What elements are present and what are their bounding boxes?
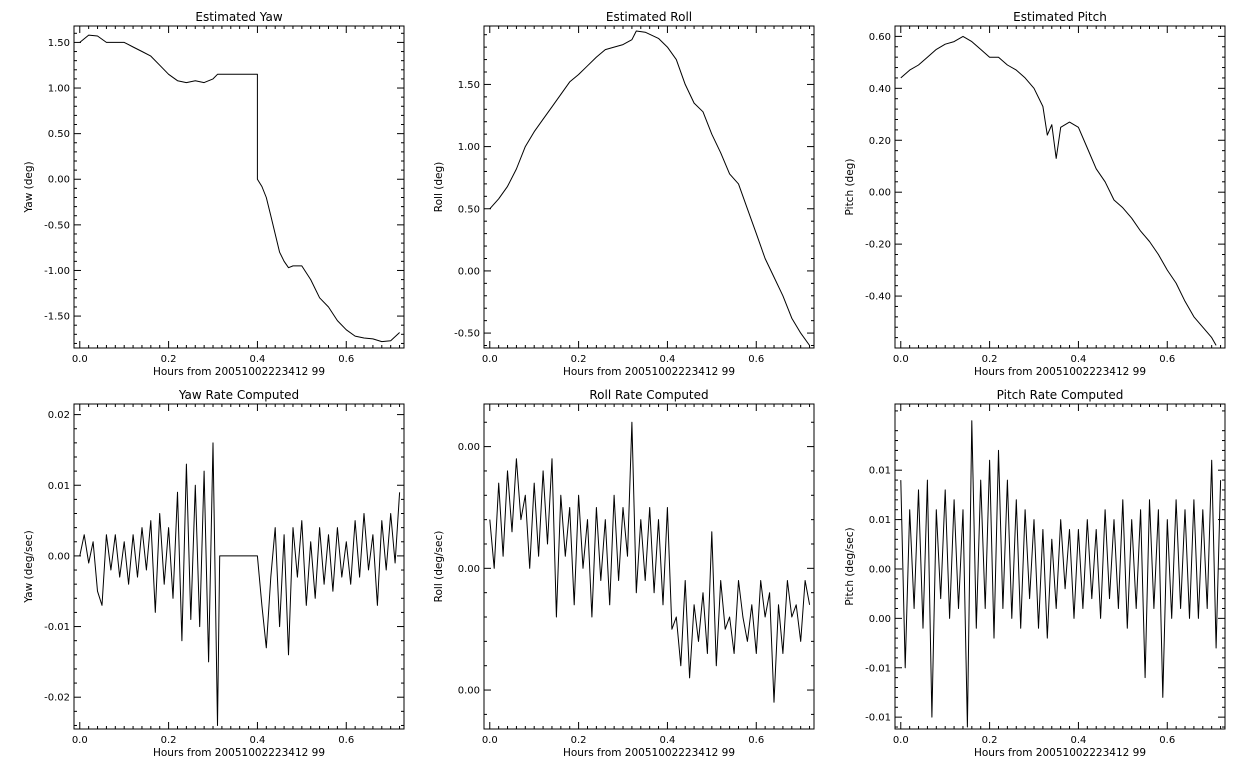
x-tick-label-pitch-rate: 0.0 — [893, 735, 909, 746]
y-axis-label-yaw: Yaw (deg) — [23, 161, 35, 213]
series-line-pitch — [900, 35, 1217, 346]
x-tick-label-yaw-rate: 0.0 — [72, 735, 88, 746]
y-tick-label-roll: 0.50 — [458, 204, 480, 215]
x-tick-label-pitch-rate: 0.4 — [1070, 735, 1086, 746]
y-tick-label-pitch: 0.00 — [869, 188, 891, 199]
chart-title-pitch-rate: Pitch Rate Computed — [997, 388, 1124, 402]
y-tick-label-yaw: -0.50 — [44, 220, 70, 231]
series-line-yaw — [79, 34, 400, 343]
panel-pitch: Estimated Pitch Hours from 20051002223412… — [844, 10, 1226, 378]
y-tick-label-roll: 1.00 — [458, 142, 480, 153]
x-tick-label-pitch: 0.0 — [893, 354, 909, 365]
y-axis-label-pitch: Pitch (deg) — [844, 159, 856, 216]
y-tick-label-pitch: -0.20 — [865, 240, 891, 251]
x-axis-label-pitch: Hours from 20051002223412 99 — [974, 366, 1146, 378]
panel-yaw-rate: Yaw Rate Computed Hours from 200510022234… — [23, 388, 405, 759]
panel-pitch-rate: Pitch Rate Computed Hours from 2005100222… — [844, 388, 1226, 759]
x-tick-label-yaw: 0.2 — [161, 354, 177, 365]
x-tick-label-roll-rate: 0.2 — [571, 735, 587, 746]
y-tick-label-yaw-rate: 0.01 — [48, 481, 70, 492]
y-tick-label-roll-rate: 0.00 — [458, 442, 480, 453]
chart-title-yaw: Estimated Yaw — [195, 10, 282, 24]
chart-title-roll-rate: Roll Rate Computed — [589, 388, 708, 402]
chart-title-pitch: Estimated Pitch — [1013, 10, 1107, 24]
series-line-pitch-rate — [900, 420, 1222, 728]
x-tick-label-pitch-rate: 0.2 — [982, 735, 998, 746]
chart-title-roll: Estimated Roll — [606, 10, 692, 24]
x-tick-label-pitch-rate: 0.6 — [1159, 735, 1175, 746]
x-axis-label-yaw: Hours from 20051002223412 99 — [153, 366, 325, 378]
plot-frame-yaw — [73, 25, 405, 349]
x-axis-label-yaw-rate: Hours from 20051002223412 99 — [153, 747, 325, 759]
x-tick-label-roll-rate: 0.4 — [659, 735, 675, 746]
plot-frame-roll — [483, 25, 815, 349]
y-tick-label-yaw: -1.00 — [44, 266, 70, 277]
y-tick-label-roll: 1.50 — [458, 80, 480, 91]
plot-frame-pitch — [894, 25, 1226, 349]
y-tick-label-pitch: 0.40 — [869, 84, 891, 95]
x-tick-label-pitch: 0.6 — [1159, 354, 1175, 365]
x-tick-label-pitch: 0.2 — [982, 354, 998, 365]
y-tick-label-pitch: 0.20 — [869, 136, 891, 147]
x-axis-label-roll-rate: Hours from 20051002223412 99 — [563, 747, 735, 759]
y-tick-label-roll-rate: 0.00 — [458, 686, 480, 697]
y-tick-label-pitch: 0.60 — [869, 32, 891, 43]
x-tick-label-yaw-rate: 0.6 — [338, 735, 354, 746]
y-tick-label-yaw: 0.50 — [48, 129, 70, 140]
chart-title-yaw-rate: Yaw Rate Computed — [178, 388, 299, 402]
y-tick-label-pitch-rate: -0.01 — [865, 713, 891, 724]
y-tick-label-yaw: -1.50 — [44, 312, 70, 323]
x-tick-label-yaw-rate: 0.4 — [249, 735, 265, 746]
x-tick-label-roll: 0.0 — [482, 354, 498, 365]
series-line-yaw-rate — [79, 442, 401, 726]
plot-frame-roll-rate — [483, 403, 815, 730]
plot-frame-yaw-rate — [73, 403, 405, 730]
y-tick-label-yaw: 1.00 — [48, 84, 70, 95]
y-tick-label-pitch-rate: 0.01 — [869, 515, 891, 526]
x-tick-label-yaw: 0.4 — [249, 354, 265, 365]
y-tick-label-pitch-rate: 0.01 — [869, 466, 891, 477]
y-tick-label-pitch-rate: 0.00 — [869, 614, 891, 625]
x-tick-label-pitch: 0.4 — [1070, 354, 1086, 365]
y-tick-label-roll-rate: 0.00 — [458, 564, 480, 575]
x-tick-label-roll-rate: 0.6 — [748, 735, 764, 746]
panel-roll-rate: Roll Rate Computed Hours from 20051002223… — [433, 388, 815, 759]
y-axis-label-yaw-rate: Yaw (deg/sec) — [23, 530, 35, 604]
y-tick-label-yaw-rate: 0.02 — [48, 410, 70, 421]
y-tick-label-pitch-rate: -0.01 — [865, 663, 891, 674]
y-tick-label-pitch: -0.40 — [865, 292, 891, 303]
y-tick-label-yaw-rate: 0.00 — [48, 551, 70, 562]
x-tick-label-roll: 0.4 — [659, 354, 675, 365]
panel-roll: Estimated Roll Hours from 20051002223412 … — [433, 10, 815, 378]
y-axis-label-roll-rate: Roll (deg/sec) — [433, 531, 445, 603]
y-axis-label-roll: Roll (deg) — [433, 162, 445, 212]
y-tick-label-roll: -0.50 — [454, 329, 480, 340]
y-tick-label-pitch-rate: 0.00 — [869, 564, 891, 575]
x-tick-label-roll: 0.6 — [748, 354, 764, 365]
y-axis-label-pitch-rate: Pitch (deg/sec) — [844, 527, 856, 605]
panel-yaw: Estimated Yaw Hours from 20051002223412 9… — [23, 10, 405, 378]
plot-frame-pitch-rate — [894, 403, 1226, 730]
x-tick-label-yaw: 0.6 — [338, 354, 354, 365]
x-tick-label-yaw: 0.0 — [72, 354, 88, 365]
x-tick-label-roll-rate: 0.0 — [482, 735, 498, 746]
y-tick-label-yaw-rate: -0.02 — [44, 693, 70, 704]
y-tick-label-yaw: 1.50 — [48, 38, 70, 49]
x-tick-label-roll: 0.2 — [571, 354, 587, 365]
y-tick-label-yaw-rate: -0.01 — [44, 622, 70, 633]
series-line-roll — [489, 30, 811, 346]
x-axis-label-roll: Hours from 20051002223412 99 — [563, 366, 735, 378]
x-axis-label-pitch-rate: Hours from 20051002223412 99 — [974, 747, 1146, 759]
series-line-roll-rate — [489, 421, 811, 703]
y-tick-label-roll: 0.00 — [458, 266, 480, 277]
x-tick-label-yaw-rate: 0.2 — [161, 735, 177, 746]
y-tick-label-yaw: 0.00 — [48, 175, 70, 186]
